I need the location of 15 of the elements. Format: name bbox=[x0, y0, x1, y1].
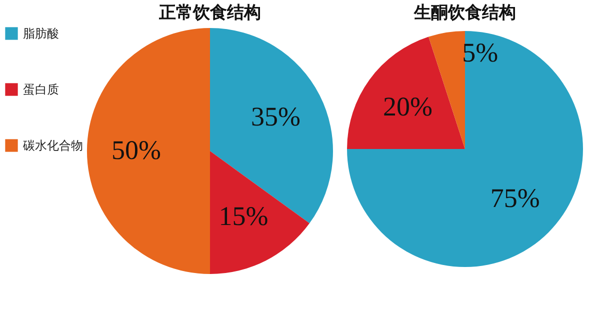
pie-slice bbox=[347, 31, 583, 267]
pie-slice bbox=[210, 28, 333, 224]
data-label: 15% bbox=[218, 200, 268, 231]
pie-slice bbox=[87, 28, 210, 274]
chart-title: 生酮饮食结构 bbox=[413, 3, 516, 22]
chart-title: 正常饮食结构 bbox=[158, 3, 261, 22]
data-label: 50% bbox=[111, 135, 161, 165]
pie-slice bbox=[347, 36, 465, 149]
pie-slice bbox=[210, 151, 310, 274]
data-label: 75% bbox=[490, 183, 540, 214]
data-label: 20% bbox=[382, 91, 432, 122]
legend-label: 蛋白质 bbox=[23, 82, 59, 96]
legend-label: 脂肪酸 bbox=[23, 26, 59, 40]
data-label: 35% bbox=[251, 101, 301, 132]
legend-label: 碳水化合物 bbox=[22, 138, 83, 152]
